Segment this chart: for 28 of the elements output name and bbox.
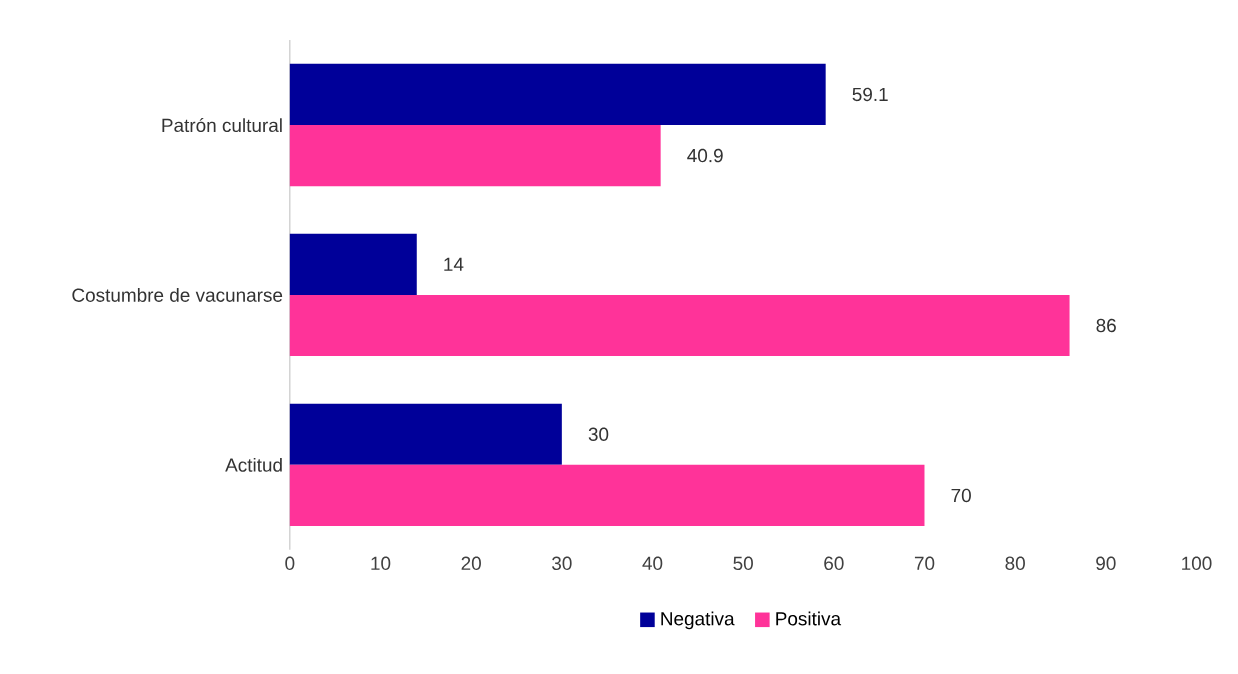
data-label: 30: [588, 427, 609, 442]
bar: [289, 64, 826, 126]
legend-label: Positiva: [776, 611, 842, 626]
y-tick-label: Costumbre de vacunarse: [72, 288, 283, 303]
x-tick-label: 70: [914, 556, 935, 571]
x-tick-label: 50: [733, 556, 753, 571]
data-label: 59.1: [852, 87, 888, 102]
x-tick-label: 60: [824, 556, 844, 571]
x-tick-label: 40: [642, 556, 663, 571]
data-label: 40.9: [687, 149, 723, 163]
bar: [289, 233, 417, 296]
x-tick-label: 90: [1096, 556, 1116, 571]
data-label: 70: [951, 488, 971, 503]
data-label: 86: [1096, 318, 1116, 333]
x-tick-label: 80: [1005, 556, 1025, 571]
bar: [289, 403, 562, 466]
data-label: 14: [444, 258, 464, 272]
legend-label: Negativa: [661, 611, 735, 630]
x-tick-label: 20: [461, 556, 481, 571]
bar: [289, 295, 1070, 357]
y-tick-label: Patrón cultural: [162, 118, 282, 133]
bar: [289, 465, 925, 527]
x-tick-label: 30: [552, 556, 572, 571]
x-tick-label: 100: [1182, 556, 1212, 571]
x-tick-label: 10: [371, 556, 391, 571]
x-tick-label: 0: [285, 556, 295, 571]
bar: [289, 125, 661, 187]
y-tick-label: Actitud: [225, 458, 282, 473]
